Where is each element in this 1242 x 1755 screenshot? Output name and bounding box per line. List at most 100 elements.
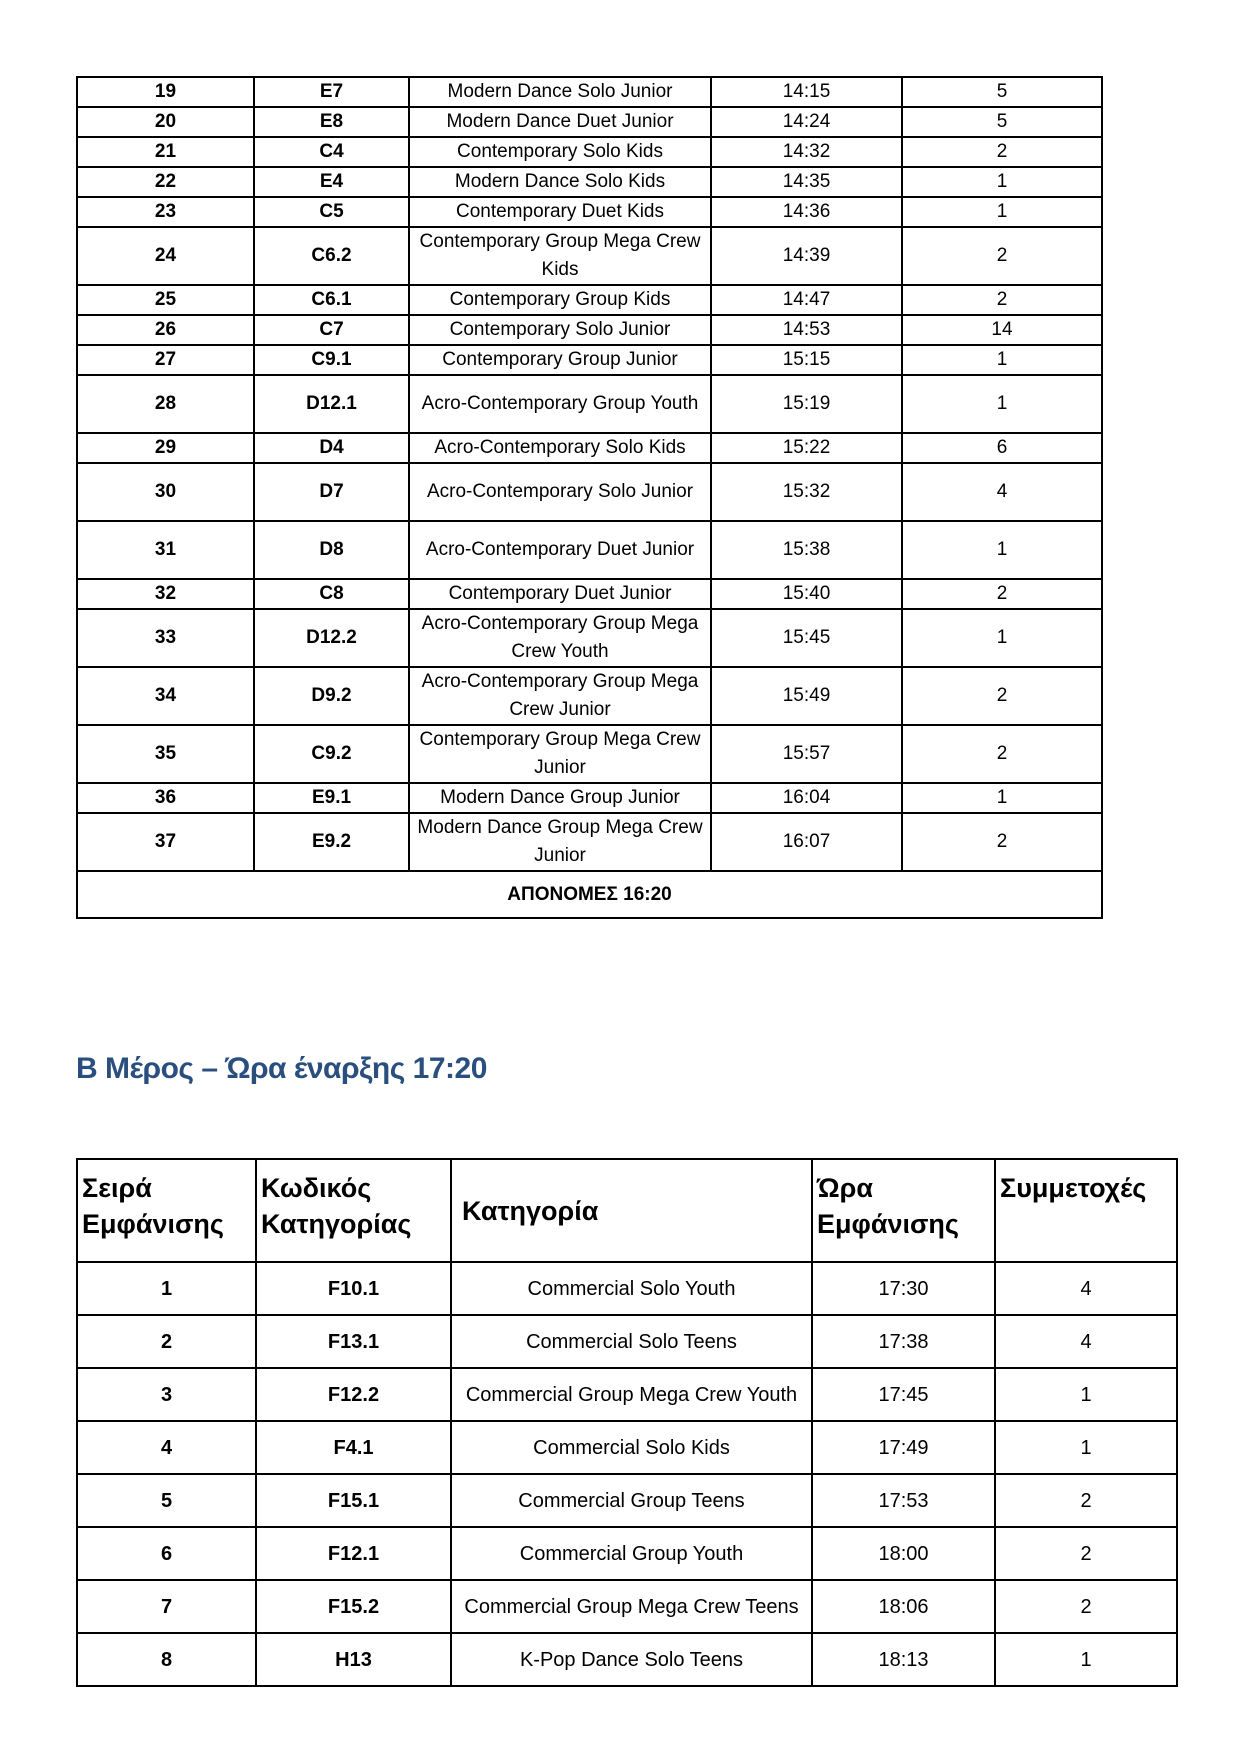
cell-time: 15:15 (710, 344, 903, 376)
cell-entries: 5 (901, 76, 1103, 108)
cell-code: F12.2 (255, 1367, 452, 1422)
cell-category: K-Pop Dance Solo Teens (450, 1632, 813, 1687)
cell-order: 37 (76, 812, 255, 872)
table-row: 20 E8 Modern Dance Duet Junior 14:24 5 (76, 106, 1103, 138)
cell-entries: 1 (901, 520, 1103, 580)
table-row: 5 F15.1 Commercial Group Teens 17:53 2 (76, 1473, 1178, 1528)
cell-entries: 2 (901, 724, 1103, 784)
cell-entries: 2 (901, 812, 1103, 872)
cell-entries: 2 (901, 666, 1103, 726)
cell-time: 17:30 (811, 1261, 996, 1316)
table-row: 23 C5 Contemporary Duet Kids 14:36 1 (76, 196, 1103, 228)
cell-time: 14:15 (710, 76, 903, 108)
table-row: 25 C6.1 Contemporary Group Kids 14:47 2 (76, 284, 1103, 316)
cell-order: 34 (76, 666, 255, 726)
cell-order: 22 (76, 166, 255, 198)
cell-entries: 2 (994, 1526, 1178, 1581)
cell-category: Commercial Group Mega Crew Youth (450, 1367, 813, 1422)
table-row: 2 F13.1 Commercial Solo Teens 17:38 4 (76, 1314, 1178, 1369)
cell-category: Acro-Contemporary Group Mega Crew Junior (408, 666, 712, 726)
cell-entries: 1 (994, 1420, 1178, 1475)
cell-order: 28 (76, 374, 255, 434)
cell-order: 20 (76, 106, 255, 138)
cell-entries: 4 (994, 1261, 1178, 1316)
cell-order: 21 (76, 136, 255, 168)
cell-entries: 6 (901, 432, 1103, 464)
cell-code: C9.1 (253, 344, 410, 376)
cell-order: 32 (76, 578, 255, 610)
cell-order: 24 (76, 226, 255, 286)
schedule-table-part-b: Σειρά Εμφάνισης Κωδικός Κατηγορίας Κατηγ… (76, 1158, 1178, 1687)
cell-time: 16:07 (710, 812, 903, 872)
cell-category: Modern Dance Solo Junior (408, 76, 712, 108)
cell-category: Acro-Contemporary Solo Kids (408, 432, 712, 464)
cell-entries: 2 (994, 1579, 1178, 1634)
cell-category: Acro-Contemporary Group Youth (408, 374, 712, 434)
cell-order: 5 (76, 1473, 257, 1528)
cell-code: E9.1 (253, 782, 410, 814)
cell-time: 15:19 (710, 374, 903, 434)
cell-order: 25 (76, 284, 255, 316)
cell-category: Commercial Group Mega Crew Teens (450, 1579, 813, 1634)
cell-order: 8 (76, 1632, 257, 1687)
cell-category: Modern Dance Group Mega Crew Junior (408, 812, 712, 872)
cell-entries: 2 (901, 284, 1103, 316)
cell-category: Contemporary Group Junior (408, 344, 712, 376)
cell-category: Commercial Group Youth (450, 1526, 813, 1581)
cell-time: 14:24 (710, 106, 903, 138)
cell-order: 4 (76, 1420, 257, 1475)
cell-category: Modern Dance Duet Junior (408, 106, 712, 138)
cell-time: 17:45 (811, 1367, 996, 1422)
cell-time: 14:39 (710, 226, 903, 286)
cell-entries: 4 (901, 462, 1103, 522)
cell-order: 1 (76, 1261, 257, 1316)
cell-time: 18:13 (811, 1632, 996, 1687)
cell-time: 17:38 (811, 1314, 996, 1369)
cell-code: C9.2 (253, 724, 410, 784)
table-row: 33 D12.2 Acro-Contemporary Group Mega Crew… (76, 608, 1103, 668)
cell-code: C6.1 (253, 284, 410, 316)
cell-category: Commercial Solo Teens (450, 1314, 813, 1369)
cell-entries: 1 (994, 1367, 1178, 1422)
cell-order: 26 (76, 314, 255, 346)
cell-order: 36 (76, 782, 255, 814)
header-entries: Συμμετοχές (994, 1158, 1178, 1263)
header-row: Σειρά Εμφάνισης Κωδικός Κατηγορίας Κατηγ… (76, 1158, 1178, 1263)
cell-code: D9.2 (253, 666, 410, 726)
cell-order: 27 (76, 344, 255, 376)
awards-row: ΑΠΟΝΟΜΕΣ 16:20 (76, 870, 1103, 919)
cell-category: Acro-Contemporary Duet Junior (408, 520, 712, 580)
cell-category: Contemporary Solo Kids (408, 136, 712, 168)
cell-time: 15:22 (710, 432, 903, 464)
table-row: 6 F12.1 Commercial Group Youth 18:00 2 (76, 1526, 1178, 1581)
table-row: 7 F15.2 Commercial Group Mega Crew Teens 18… (76, 1579, 1178, 1634)
cell-time: 18:06 (811, 1579, 996, 1634)
cell-entries: 1 (901, 166, 1103, 198)
cell-order: 31 (76, 520, 255, 580)
cell-order: 35 (76, 724, 255, 784)
cell-time: 14:32 (710, 136, 903, 168)
cell-code: C6.2 (253, 226, 410, 286)
cell-code: F15.1 (255, 1473, 452, 1528)
table-row: 29 D4 Acro-Contemporary Solo Kids 15:22 6 (76, 432, 1103, 464)
cell-order: 19 (76, 76, 255, 108)
cell-code: E7 (253, 76, 410, 108)
cell-code: C7 (253, 314, 410, 346)
cell-entries: 2 (901, 226, 1103, 286)
schedule-table-part-a: 19 E7 Modern Dance Solo Junior 14:15 5 20 E8 Mo… (76, 76, 1103, 919)
cell-time: 14:47 (710, 284, 903, 316)
table-row: 35 C9.2 Contemporary Group Mega Crew Junio… (76, 724, 1103, 784)
cell-order: 23 (76, 196, 255, 228)
table-row: 22 E4 Modern Dance Solo Kids 14:35 1 (76, 166, 1103, 198)
cell-entries: 1 (994, 1632, 1178, 1687)
cell-code: F4.1 (255, 1420, 452, 1475)
cell-entries: 2 (901, 136, 1103, 168)
table-row: 4 F4.1 Commercial Solo Kids 17:49 1 (76, 1420, 1178, 1475)
cell-code: D4 (253, 432, 410, 464)
cell-code: E4 (253, 166, 410, 198)
header-order: Σειρά Εμφάνισης (76, 1158, 257, 1263)
cell-category: Acro-Contemporary Group Mega Crew Youth (408, 608, 712, 668)
cell-code: C5 (253, 196, 410, 228)
header-code: Κωδικός Κατηγορίας (255, 1158, 452, 1263)
cell-code: E8 (253, 106, 410, 138)
